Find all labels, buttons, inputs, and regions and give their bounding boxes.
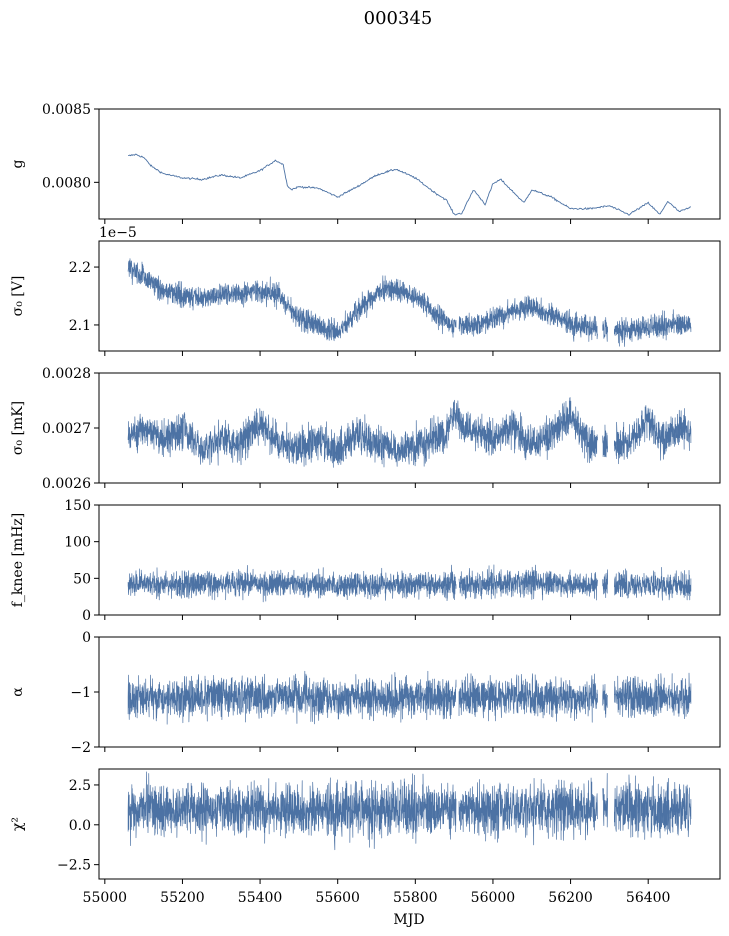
y-tick-label: 2.5	[69, 778, 91, 794]
y-tick-label: 2.2	[69, 260, 91, 276]
y-tick-label: 0	[82, 630, 91, 646]
plot-frame	[98, 768, 721, 880]
series-data	[127, 258, 692, 347]
plot-frame	[98, 108, 721, 220]
y-tick-label: −1	[70, 685, 91, 701]
series-band	[127, 258, 692, 347]
panel-3: 0.0026 0.0027 0.0028 σ₀ [mK]	[10, 366, 721, 492]
series-band	[127, 564, 692, 603]
y-tick-label: −2	[70, 740, 91, 756]
y-axis-label: f_knee [mHz]	[10, 513, 26, 608]
x-tick-label: 55200	[160, 890, 205, 906]
y-tick-label: 0.0028	[42, 366, 91, 382]
panel-2: 2.1 2.2 1e−5 σ₀ [V]	[10, 225, 721, 356]
y-tick-label: 0.0080	[42, 175, 91, 191]
plot-frame	[98, 504, 721, 616]
x-tick-label: 56400	[626, 890, 671, 906]
x-tick-label: 55600	[315, 890, 360, 906]
y-axis-label: σ₀ [V]	[10, 276, 26, 317]
series-line	[128, 153, 691, 216]
y-tick-label: 100	[64, 535, 91, 551]
y-tick-label: 0.0026	[42, 476, 91, 492]
series-band	[127, 771, 692, 851]
y-tick-label: 0.0027	[42, 421, 91, 437]
y-axis-label: α	[10, 687, 26, 697]
y-tick-label: 2.1	[69, 318, 91, 334]
y-tick-label: 0.0	[69, 818, 91, 834]
x-tick-label: 55400	[238, 890, 283, 906]
series-data	[127, 670, 692, 725]
y-axis-label: g	[10, 159, 26, 168]
series-band	[127, 397, 692, 468]
panel-6: −2.5 0.0 2.5 55000 55200 55400 55600 55800 56000…	[10, 768, 721, 906]
panel-5: −2 −1 0 α	[10, 630, 721, 756]
y-tick-label: 50	[73, 571, 91, 587]
x-tick-label: 56200	[548, 890, 593, 906]
x-tick-label: 55800	[393, 890, 438, 906]
y-axis-label: χ²	[10, 817, 26, 831]
series-data	[127, 771, 692, 851]
series-data	[128, 153, 691, 216]
y-tick-label: 0	[82, 608, 91, 624]
series-band	[127, 670, 692, 725]
series-data	[127, 397, 692, 468]
x-tick-label: 55000	[83, 890, 128, 906]
plot-frame	[98, 240, 721, 352]
y-tick-label: −2.5	[57, 858, 91, 874]
x-tick-label: 56000	[471, 890, 516, 906]
x-axis-label: MJD	[393, 912, 424, 928]
figure-title: 000345	[364, 8, 433, 29]
y-tick-label: 0.0085	[42, 102, 91, 118]
y-offset-label: 1e−5	[99, 225, 137, 241]
y-axis-label: σ₀ [mK]	[10, 401, 26, 455]
y-tick-label: 150	[64, 498, 91, 514]
series-data	[127, 564, 692, 603]
panel-4: 0 50 100 150 f_knee [mHz]	[10, 498, 721, 624]
panel-1: 0.0080 0.0085 g	[10, 102, 721, 224]
